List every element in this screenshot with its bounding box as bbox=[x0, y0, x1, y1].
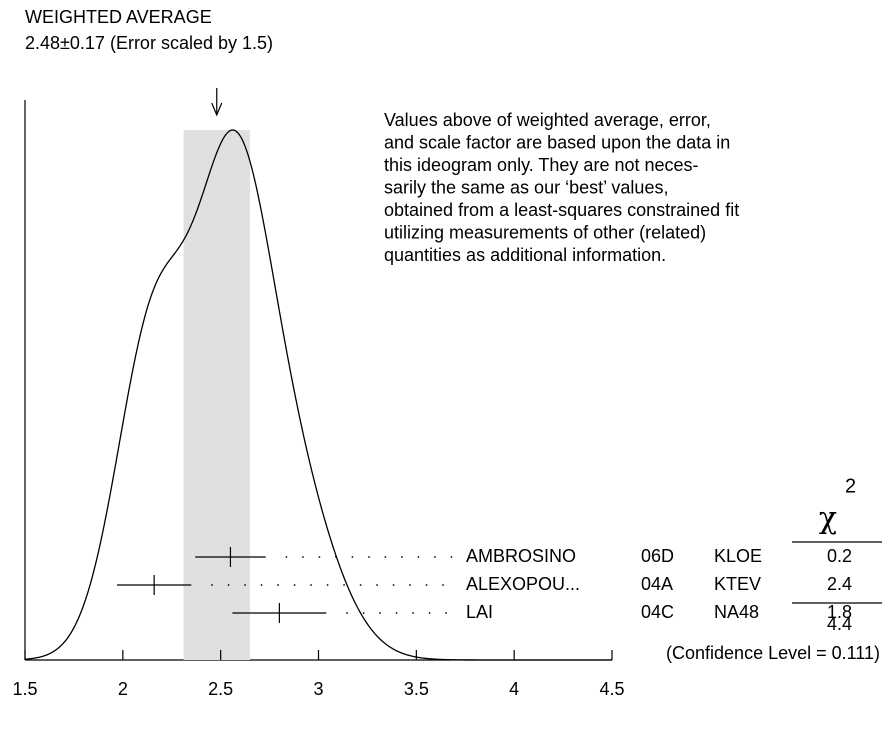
note-line: quantities as additional information. bbox=[384, 245, 666, 265]
measurement-name: ALEXOPOU... bbox=[466, 574, 580, 594]
x-tick-label: 3 bbox=[313, 679, 323, 699]
arrow-head bbox=[211, 102, 223, 117]
x-tick-label: 3.5 bbox=[404, 679, 429, 699]
x-tick-label: 4.5 bbox=[599, 679, 624, 699]
chart-subtitle: 2.48±0.17 (Error scaled by 1.5) bbox=[25, 33, 273, 53]
chi-header: χ bbox=[819, 501, 837, 536]
x-tick-label: 1.5 bbox=[12, 679, 37, 699]
note-line: and scale factor are based upon the data… bbox=[384, 132, 730, 152]
note-line: this ideogram only. They are not neces- bbox=[384, 155, 699, 175]
note-line: sarily the same as our ‘best’ values, bbox=[384, 177, 668, 197]
measurement-code: 06D bbox=[641, 546, 674, 566]
note-line: utilizing measurements of other (related… bbox=[384, 222, 706, 242]
error-band bbox=[183, 130, 251, 660]
note-line: obtained from a least-squares constraine… bbox=[384, 200, 739, 220]
measurement-experiment: NA48 bbox=[714, 602, 759, 622]
measurement-code: 04C bbox=[641, 602, 674, 622]
measurement-experiment: KTEV bbox=[714, 574, 761, 594]
chi2-value: 1.8 bbox=[827, 602, 852, 622]
chart-title: WEIGHTED AVERAGE bbox=[25, 7, 212, 27]
measurement-code: 04A bbox=[641, 574, 673, 594]
x-tick-label: 4 bbox=[509, 679, 519, 699]
chi-power: 2 bbox=[845, 475, 856, 497]
x-tick-label: 2.5 bbox=[208, 679, 233, 699]
chi2-value: 0.2 bbox=[827, 546, 852, 566]
measurement-name: LAI bbox=[466, 602, 493, 622]
x-tick-label: 2 bbox=[118, 679, 128, 699]
chi2-value: 2.4 bbox=[827, 574, 852, 594]
measurement-experiment: KLOE bbox=[714, 546, 762, 566]
confidence-level: (Confidence Level = 0.111) bbox=[666, 643, 880, 663]
measurement-name: AMBROSINO bbox=[466, 546, 576, 566]
chi2-total: 4.4 bbox=[827, 614, 852, 634]
note-line: Values above of weighted average, error, bbox=[384, 110, 711, 130]
